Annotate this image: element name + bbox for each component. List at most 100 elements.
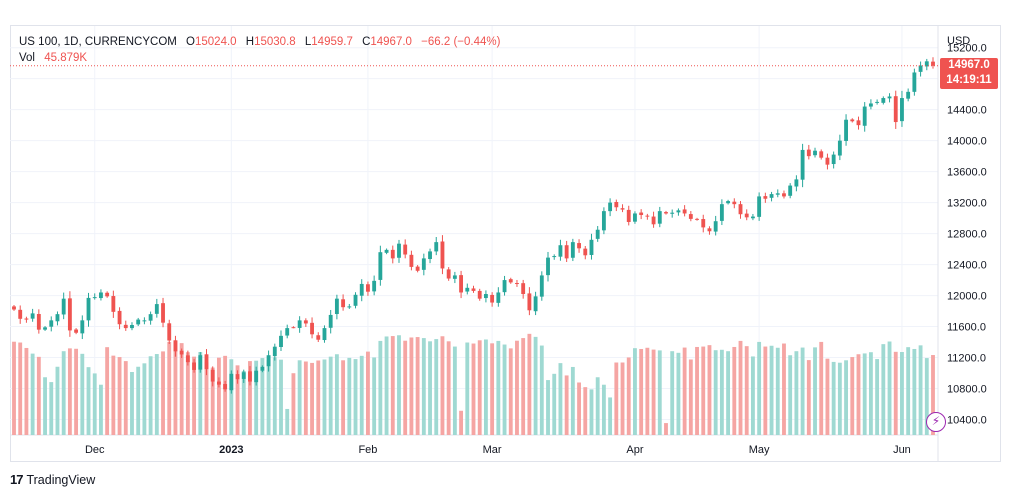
candle-body [887,96,892,99]
symbol-label[interactable]: US 100, 1D, CURRENCYCOM [19,36,177,48]
volume-bar [496,340,501,435]
volume-bar [490,343,495,435]
candle-body [179,350,184,355]
volume-bar [657,350,662,435]
volume-bar [55,366,60,435]
candle-body [322,328,327,341]
candle-body [347,306,352,308]
candle-body [813,150,817,156]
candle-body [74,329,79,333]
candle-body [800,149,805,180]
candle-body [676,210,681,213]
volume-bar [763,346,768,435]
candle-body [906,91,911,99]
volume-bar [670,351,675,435]
candle-body [235,374,240,380]
candle-body [341,299,346,308]
candle-body [192,362,196,370]
candle-body [595,229,600,239]
volume-bar [744,346,749,435]
y-tick-label: 14000.0 [947,136,987,148]
candle-body [12,306,16,310]
volume-bar [179,343,184,435]
candle-body [757,196,762,217]
volume-value: 45.879K [44,52,88,64]
last-price-tag: 14967.0 14:19:11 [940,57,998,89]
high-value: 15030.8 [254,36,296,48]
candle-body [111,296,116,312]
y-tick-label: 14400.0 [947,105,987,117]
volume-bar [868,352,873,435]
volume-bar [782,343,786,435]
volume-bar [515,340,519,435]
currency-label: USD [947,35,970,47]
volume-bar [757,341,762,435]
x-tick-label: May [749,444,770,456]
candle-body [633,213,637,222]
candle-body [564,245,569,259]
candle-body [434,242,439,252]
candle-body [819,151,824,158]
volume-bar [446,341,451,435]
volume-bar [12,341,16,435]
candle-body [61,298,66,315]
candle-body [788,185,793,196]
candle-body [279,335,283,348]
candle-body [496,292,501,303]
volume-bar [409,337,414,435]
candle-body [912,72,917,92]
volume-bar [719,349,724,435]
lightning-icon[interactable]: ⚡ [926,412,946,432]
volume-bar [111,355,116,435]
candle-body [868,103,873,107]
volume-bar [701,346,706,435]
volume-bar [210,367,215,435]
candle-body [527,293,532,311]
candle-body [893,96,898,123]
volume-bar [552,373,557,435]
candle-body [142,320,147,322]
volume-bar [788,355,793,435]
tradingview-logo[interactable]: 17 TradingView [10,472,95,487]
volume-bar [844,360,848,435]
candle-body [881,98,886,103]
candle-body [334,298,339,315]
candle-body [210,369,215,382]
candle-body [521,283,526,295]
volume-bar [726,351,731,435]
volume-bar [695,346,699,435]
candle-body [726,201,731,204]
volume-bar [856,354,861,435]
candle-body [931,61,935,66]
candle-body [359,283,364,296]
candle-body [390,249,395,259]
candle-body [639,212,644,216]
volume-bar [837,362,842,435]
volume-bar [440,336,445,435]
candle-body [806,149,811,157]
candle-body [620,208,625,210]
candle-body [651,216,656,225]
candle-body [900,98,904,122]
volume-key[interactable]: Vol [19,52,35,64]
volume-bar [248,361,252,435]
candle-body [266,355,271,367]
candle-body [18,309,23,319]
candle-body [732,201,737,205]
candle-body [372,280,377,292]
candle-body [794,179,799,187]
high-key: H [245,36,255,48]
y-tick-label: 12800.0 [947,229,987,241]
x-tick-label: 2023 [219,444,243,456]
x-tick-label: Apr [626,444,643,456]
candlestick-chart[interactable]: 10400.0 10800.0 11200.0 11600.0 12000.0 12400… [0,0,1012,470]
volume-bar [216,357,221,435]
volume-bar [502,344,507,435]
volume-bar [465,342,470,435]
candle-body [483,294,488,299]
volume-bar [235,365,240,435]
volume-bar [428,341,432,435]
candle-body [645,215,650,217]
candle-body [831,154,836,165]
candle-body [589,239,594,255]
